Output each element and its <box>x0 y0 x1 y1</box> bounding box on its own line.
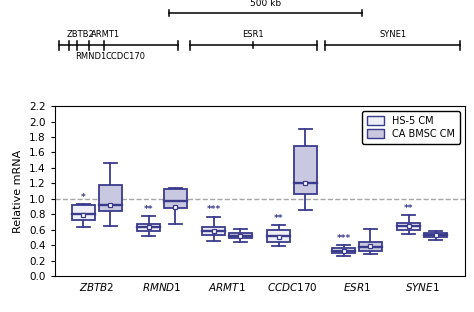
Text: SYNE1: SYNE1 <box>379 30 406 39</box>
Bar <box>202 227 225 235</box>
Legend: HS-5 CM, CA BMSC CM: HS-5 CM, CA BMSC CM <box>362 111 460 144</box>
Text: CCDC170: CCDC170 <box>106 52 146 61</box>
Bar <box>229 233 252 238</box>
Bar <box>72 205 95 220</box>
Bar <box>164 189 187 208</box>
Bar <box>424 233 447 237</box>
Bar <box>398 223 420 230</box>
Text: **: ** <box>404 204 414 213</box>
Text: ***: *** <box>337 234 351 243</box>
Text: ***: *** <box>207 205 221 214</box>
Bar <box>99 185 121 211</box>
Bar <box>137 224 160 231</box>
Text: **: ** <box>144 205 153 214</box>
Text: 500 kb: 500 kb <box>250 0 281 8</box>
Text: ARMT1: ARMT1 <box>91 30 120 39</box>
Y-axis label: Relative mRNA: Relative mRNA <box>13 149 23 233</box>
Bar <box>267 230 290 242</box>
Text: RMND1: RMND1 <box>75 52 106 61</box>
Text: **: ** <box>274 214 283 223</box>
Text: ZBTB2: ZBTB2 <box>67 30 94 39</box>
Text: *: * <box>81 193 86 202</box>
Text: ESR1: ESR1 <box>243 30 264 39</box>
Bar <box>332 248 355 253</box>
Bar <box>294 146 317 194</box>
Bar <box>359 242 382 251</box>
